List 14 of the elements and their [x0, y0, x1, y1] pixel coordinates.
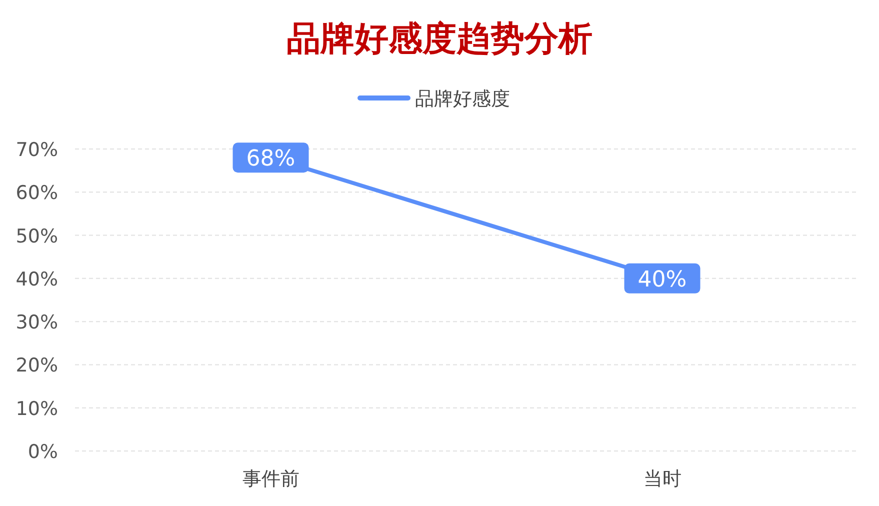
y-tick-label: 70%: [16, 139, 58, 161]
y-tick-label: 40%: [16, 268, 58, 290]
y-tick-label: 50%: [16, 225, 58, 248]
chart-title: 品牌好感度趋势分析: [286, 19, 592, 59]
y-tick-label: 30%: [16, 312, 58, 334]
data-label: 68%: [246, 146, 296, 172]
data-label: 40%: [638, 267, 687, 292]
y-tick-label: 20%: [16, 354, 58, 377]
y-tick-label: 10%: [16, 398, 58, 420]
y-tick-label: 60%: [16, 182, 58, 204]
legend-label: 品牌好感度: [415, 88, 510, 110]
x-tick-label: 事件前: [242, 468, 300, 490]
x-tick-label: 当时: [643, 468, 682, 490]
y-tick-label: 0%: [28, 441, 58, 463]
